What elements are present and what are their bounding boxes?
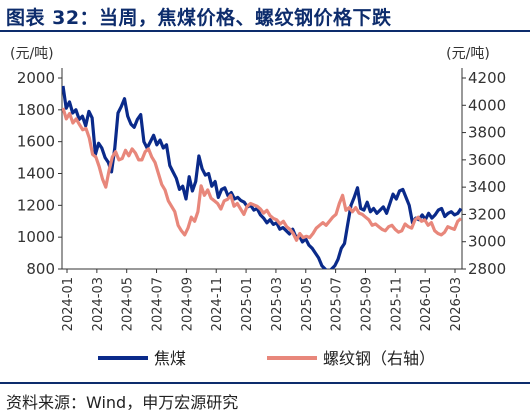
left-tick-label: 800: [26, 260, 55, 278]
x-tick-label: 2025-07: [330, 277, 345, 331]
right-tick-label: 2800: [468, 260, 506, 278]
right-tick-label: 3800: [468, 124, 506, 142]
title-bar: 图表 32：当周，焦煤价格、螺纹钢价格下跌: [0, 0, 530, 32]
figure-title: 图表 32：当周，焦煤价格、螺纹钢价格下跌: [6, 7, 392, 29]
right-tick-label: 3600: [468, 151, 506, 169]
right-tick-label: 3200: [468, 205, 506, 223]
footer-divider: [0, 382, 530, 384]
left-tick-label: 1600: [17, 133, 55, 151]
left-tick-label: 1000: [17, 228, 55, 246]
x-tick-label: 2025-11: [389, 277, 404, 331]
legend-label-rebar: 螺纹钢（右轴）: [323, 349, 435, 368]
right-tick-label: 4200: [468, 69, 506, 87]
right-axis-unit: (元/吨): [446, 46, 490, 62]
x-tick-label: 2024-03: [91, 277, 106, 331]
right-tick-label: 3000: [468, 233, 506, 251]
x-tick-label: 2025-09: [359, 277, 374, 331]
x-tick-label: 2024-01: [61, 277, 76, 331]
coking-coal-series-line: [62, 85, 462, 269]
right-tick-label: 4000: [468, 96, 506, 114]
x-tick-label: 2025-03: [270, 277, 285, 331]
left-tick-label: 1200: [17, 196, 55, 214]
legend-label-coking-coal: 焦煤: [154, 349, 186, 368]
price-line-chart: (元/吨) (元/吨) 2000 1800 1600 1400 1200 1000 800 4…: [10, 46, 506, 368]
left-tick-label: 1800: [17, 101, 55, 119]
x-tick-label: 2026-03: [449, 277, 464, 331]
x-tick-label: 2024-05: [121, 277, 136, 331]
x-tick-label: 2024-07: [151, 277, 166, 331]
x-tick-label: 2024-09: [180, 277, 195, 331]
x-tick-label: 2024-11: [210, 277, 225, 331]
left-tick-label: 2000: [17, 69, 55, 87]
left-axis-unit: (元/吨): [10, 46, 54, 62]
x-tick-label: 2025-01: [240, 277, 255, 331]
rebar-series-line: [62, 107, 462, 242]
x-tick-label: 2025-05: [300, 277, 315, 331]
x-tick-label: 2026-01: [419, 277, 434, 331]
left-tick-label: 1400: [17, 165, 55, 183]
right-tick-label: 3400: [468, 178, 506, 196]
source-note: 资料来源：Wind，申万宏源研究: [6, 393, 239, 412]
